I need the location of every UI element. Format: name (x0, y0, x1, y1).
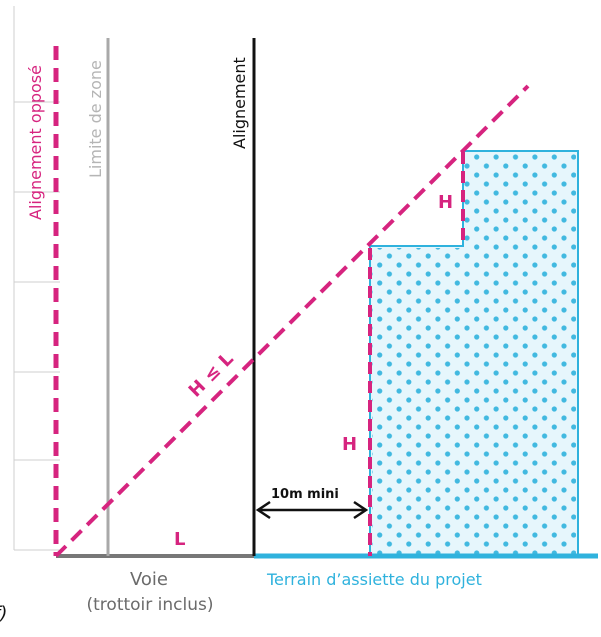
ten-m-mini-label: 10m mini (271, 487, 339, 502)
alignement-label: Alignement (230, 57, 249, 149)
limite-de-zone-label: Limite de zone (86, 60, 105, 178)
h-lower-label: H (342, 434, 357, 455)
terrain-label: Terrain d’assiette du projet (266, 570, 482, 589)
trottoir-inclus-label: (trottoir inclus) (87, 595, 214, 615)
h-le-l-label: H ≤ L (185, 348, 238, 401)
setback-arrow (255, 500, 369, 520)
alignement-oppose-label: Alignement opposé (26, 65, 45, 220)
h-upper-label: H (438, 192, 453, 213)
voie-label: Voie (130, 569, 168, 590)
prospect-diagonal-line (54, 84, 530, 558)
building-footprint (369, 150, 579, 557)
corner-glyph: f) (0, 603, 7, 624)
l-label: L (174, 529, 185, 550)
background-grid (13, 6, 60, 551)
